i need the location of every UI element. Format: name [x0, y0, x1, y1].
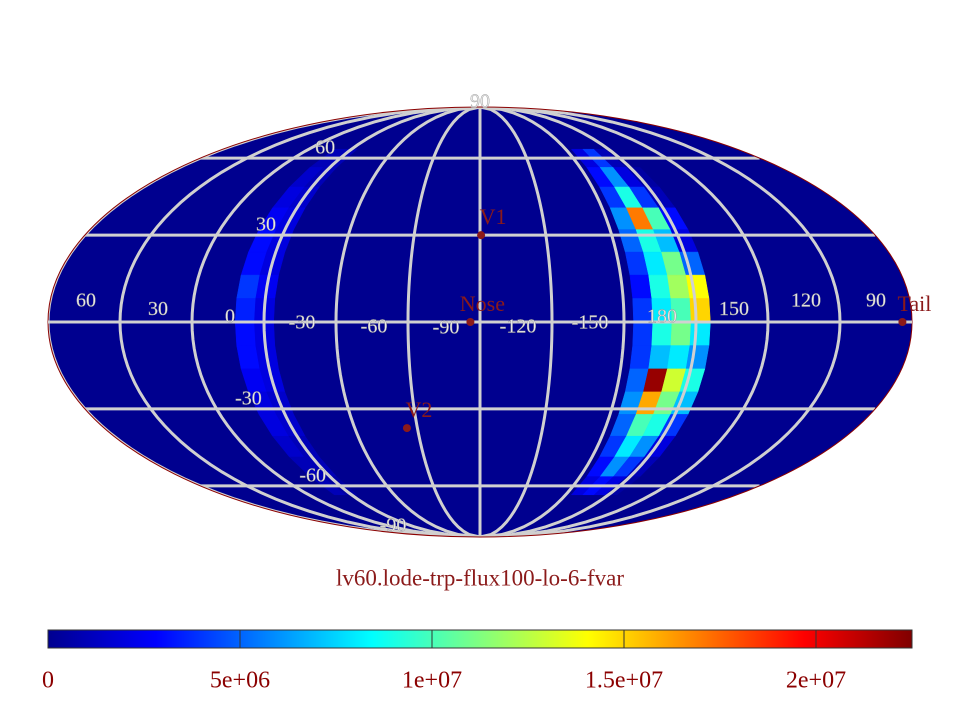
marker — [898, 318, 907, 326]
heat-cell — [234, 298, 257, 323]
lon-label: -120 — [500, 315, 537, 337]
lat-label: 90 — [470, 91, 490, 113]
lat-label: -60 — [299, 465, 326, 487]
marker — [477, 231, 486, 240]
marker — [402, 424, 411, 433]
heat-cell — [234, 321, 257, 346]
lon-label: 60 — [76, 290, 96, 312]
map-title: lv60.lode-trp-flux100-lo-6-fvar — [336, 565, 624, 590]
colorbar-tick-label: 1.5e+07 — [585, 668, 663, 694]
lon-label: 120 — [791, 290, 821, 312]
heat-cell — [685, 345, 710, 370]
lat-label: 60 — [315, 137, 335, 159]
heat-cell — [629, 274, 653, 299]
colorbar-tick-label: 0 — [42, 668, 54, 694]
lon-label: -150 — [572, 311, 609, 333]
lat-label: -90 — [380, 515, 407, 537]
lat-label: -30 — [235, 387, 262, 409]
lon-label: 90 — [866, 290, 886, 312]
lon-label: 0 — [225, 305, 235, 327]
lat-label: 30 — [256, 214, 276, 236]
lon-label: 30 — [148, 298, 168, 320]
marker-label: V1 — [480, 204, 507, 229]
heat-cell — [648, 274, 672, 299]
heat-cell — [648, 345, 672, 370]
heat-cell — [685, 274, 710, 299]
lon-label: -90 — [433, 317, 460, 339]
colorbar-tick-label: 2e+07 — [786, 668, 846, 694]
marker-label: Nose — [460, 291, 505, 316]
marker-label: Tail — [897, 291, 931, 316]
marker — [466, 318, 475, 326]
lon-label: 180 — [647, 305, 677, 327]
marker-label: V2 — [405, 397, 432, 422]
colorbar-tick-label: 5e+06 — [210, 668, 270, 694]
heat-cell — [629, 345, 653, 370]
lon-label: 150 — [719, 298, 749, 320]
colorbar-tick-label: 1e+07 — [402, 668, 462, 694]
colorbar — [47, 629, 913, 649]
heat-cell — [689, 298, 711, 323]
heat-cell — [689, 321, 711, 346]
lon-label: -30 — [289, 311, 316, 333]
lon-label: -60 — [361, 315, 388, 337]
